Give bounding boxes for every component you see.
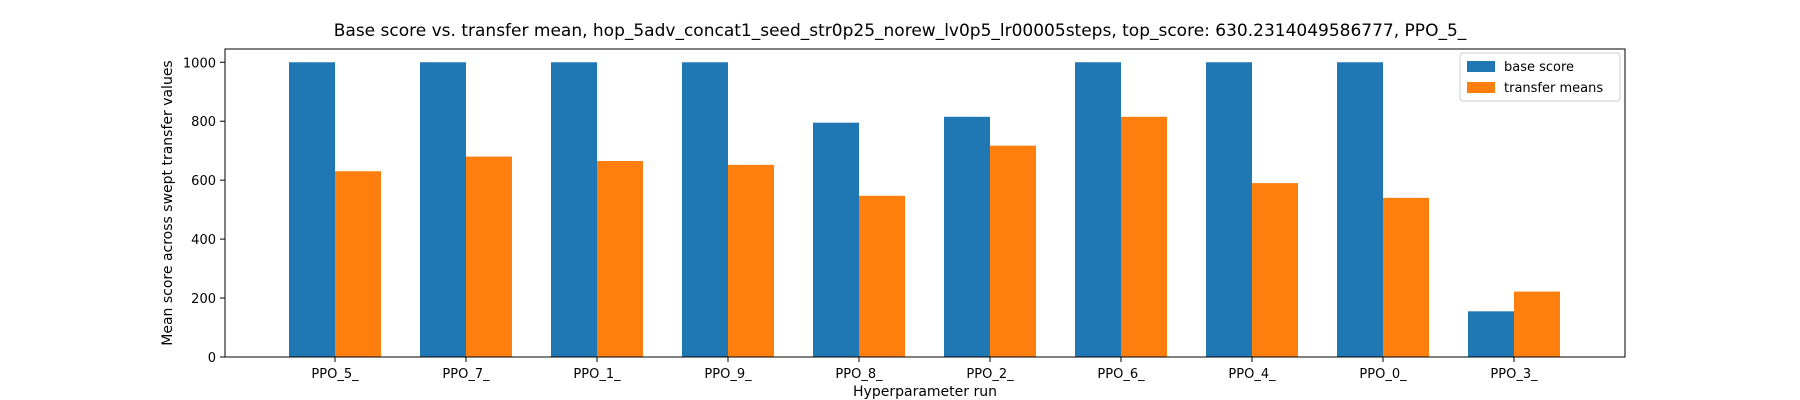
x-axis-label: Hyperparameter run [853,384,997,400]
x-tick-label: PPO_2_ [966,367,1014,382]
y-tick-label: 600 [191,174,216,189]
bar-base-score-ppo-6 [1075,62,1121,358]
x-tick-label: PPO_3_ [1490,367,1538,382]
bar-transfer-means-ppo-7 [466,156,512,357]
bar-transfer-means-ppo-9 [728,164,774,357]
bar-transfer-means-ppo-6 [1121,116,1167,357]
bar-transfer-means-ppo-0 [1383,197,1429,357]
bar-base-score-ppo-0 [1337,62,1383,358]
bar-base-score-ppo-2 [944,116,990,357]
x-tick-label: PPO_7_ [442,367,490,382]
bar-base-score-ppo-8 [813,122,859,358]
legend-box [1459,52,1621,102]
x-tick-label: PPO_9_ [704,367,752,382]
bar-transfer-means-ppo-2 [990,145,1036,357]
bar-base-score-ppo-1 [551,62,597,358]
x-axis: PPO_5_ PPO_7_ PPO_1_ PPO_9_ PPO_8_ PPO_2_ PPO_… [311,357,1538,382]
y-tick-label: 0 [208,351,216,366]
y-tick-label: 400 [191,233,216,248]
bar-group [289,62,1560,358]
bar-transfer-means-ppo-3 [1514,291,1560,357]
x-tick-label: PPO_5_ [311,367,359,382]
bar-transfer-means-ppo-8 [859,195,905,357]
legend-label-base-score: base score [1504,60,1574,75]
y-tick-label: 200 [191,292,216,307]
legend: base score transfer means [1459,52,1621,102]
legend-label-transfer-means: transfer means [1504,81,1603,96]
x-tick-label: PPO_6_ [1097,367,1145,382]
bar-base-score-ppo-9 [682,62,728,358]
x-tick-label: PPO_4_ [1228,367,1276,382]
x-tick-label: PPO_8_ [835,367,883,382]
x-tick-label: PPO_0_ [1359,367,1407,382]
y-axis: 0 200 400 600 800 1000 [183,56,225,366]
y-tick-label: 1000 [183,56,216,71]
bar-base-score-ppo-4 [1206,62,1252,358]
bar-base-score-ppo-7 [420,62,466,358]
y-tick-label: 800 [191,115,216,130]
bar-transfer-means-ppo-1 [597,161,643,357]
bar-base-score-ppo-5 [289,62,335,358]
legend-swatch-base-score [1467,61,1495,72]
chart-title: Base score vs. transfer mean, hop_5adv_c… [334,21,1467,41]
bar-transfer-means-ppo-4 [1252,183,1298,357]
bar-transfer-means-ppo-5 [335,171,381,357]
plot-frame [224,48,1626,358]
y-axis-label: Mean score across swept transfer values [160,60,176,345]
legend-swatch-transfer-means [1467,82,1495,93]
bar-base-score-ppo-3 [1468,311,1514,357]
x-tick-label: PPO_1_ [573,367,621,382]
